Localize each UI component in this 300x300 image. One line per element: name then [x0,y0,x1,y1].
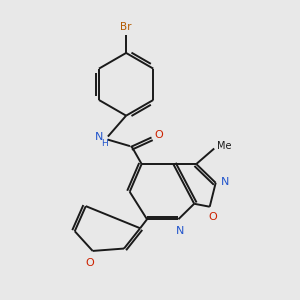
Text: N: N [176,226,184,236]
Text: Br: Br [120,22,132,32]
Text: N: N [94,132,103,142]
Text: O: O [208,212,217,222]
Text: O: O [85,258,94,268]
Text: N: N [221,177,229,187]
Text: H: H [101,139,108,148]
Text: O: O [155,130,164,140]
Text: Me: Me [217,141,231,152]
